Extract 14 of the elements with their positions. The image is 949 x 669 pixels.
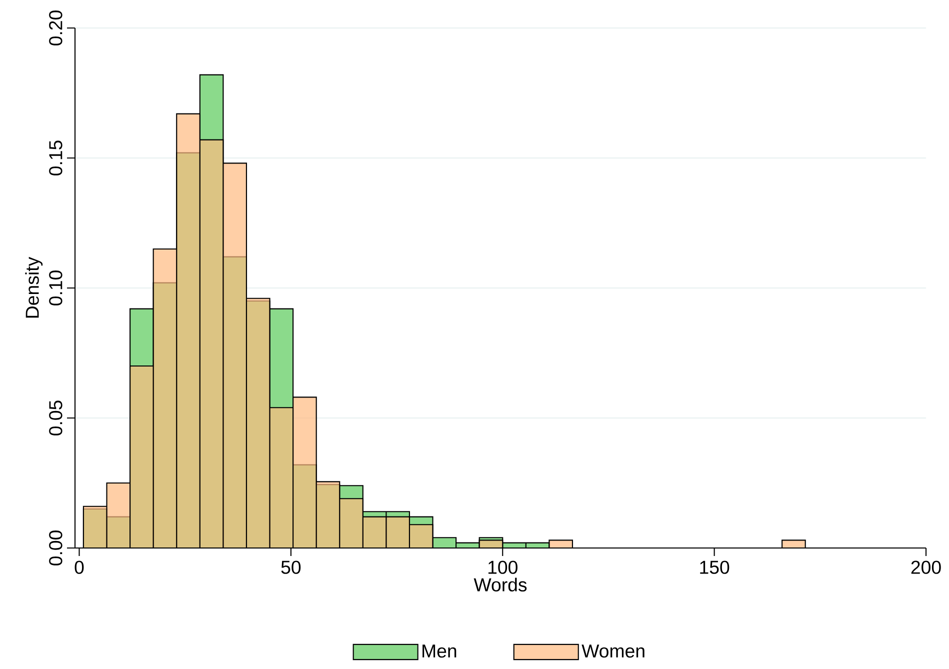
y-axis-title: Density [25, 256, 43, 318]
y-tick-label: 0.20 [49, 10, 62, 46]
x-tick-label: 0 [74, 560, 84, 574]
x-tick-label: 200 [911, 560, 941, 574]
y-tick-label: 0.10 [49, 270, 62, 306]
x-tick-label: 50 [281, 560, 301, 574]
legend-label: Women [582, 644, 644, 658]
x-tick-label: 150 [700, 560, 730, 574]
y-tick-label: 0.00 [49, 530, 62, 566]
y-tick-label: 0.05 [49, 400, 62, 436]
x-axis-title: Words [474, 578, 527, 592]
legend-label: Men [422, 644, 456, 658]
y-tick-label: 0.15 [49, 140, 62, 176]
x-tick-label: 100 [488, 560, 518, 574]
